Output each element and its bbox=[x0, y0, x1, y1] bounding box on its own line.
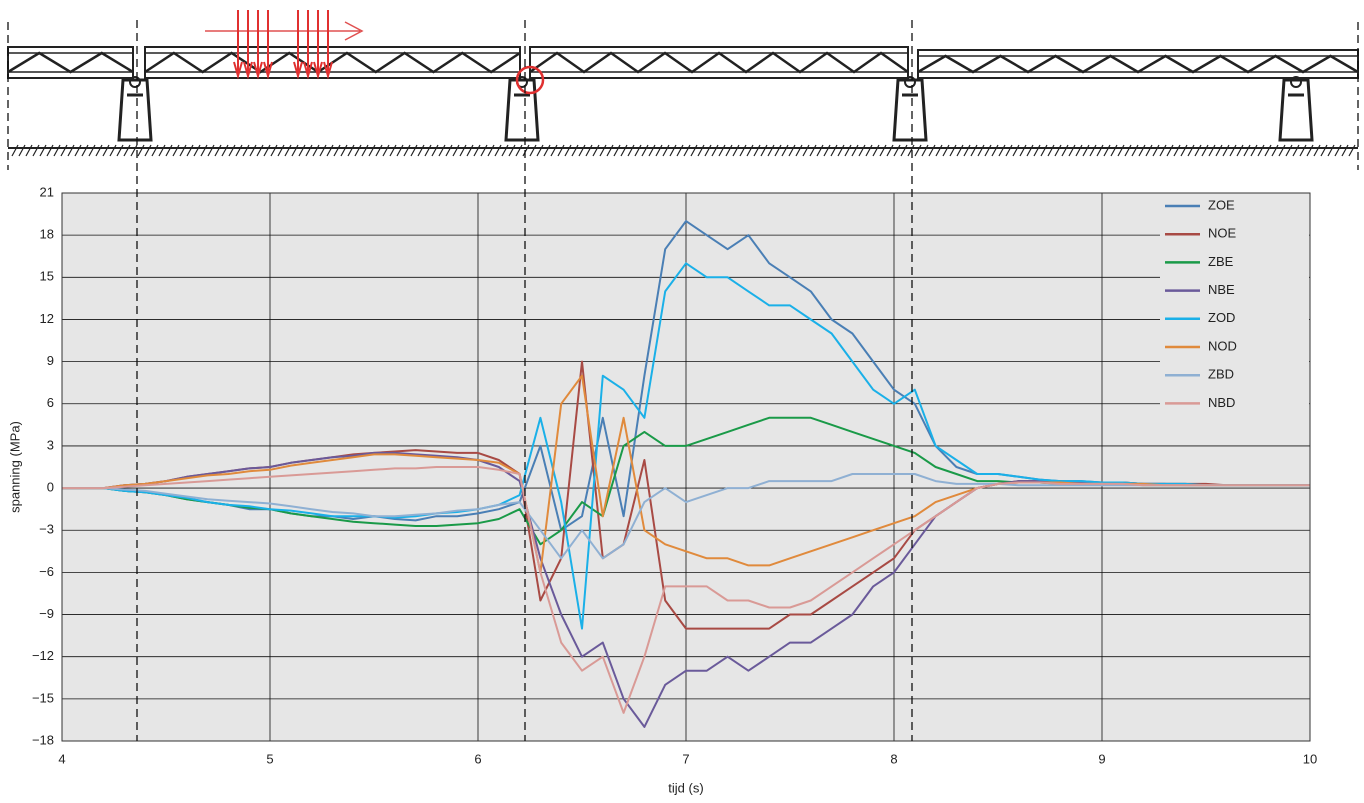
y-tick-label: −18 bbox=[32, 732, 54, 747]
legend-label: ZOD bbox=[1208, 310, 1235, 325]
y-tick-label: 9 bbox=[47, 353, 54, 368]
load-arrow bbox=[323, 10, 333, 80]
truss-chord bbox=[529, 46, 909, 79]
y-tick-label: −3 bbox=[39, 522, 54, 537]
y-tick-label: 12 bbox=[40, 311, 54, 326]
plot-border bbox=[61, 192, 1311, 742]
y-tick-label: 15 bbox=[40, 269, 54, 284]
x-tick-label: 9 bbox=[1098, 751, 1105, 766]
ground-hatch bbox=[11, 144, 1356, 157]
y-tick-label: 18 bbox=[40, 227, 54, 242]
x-tick-label: 10 bbox=[1303, 751, 1317, 766]
load-arrow bbox=[303, 10, 313, 80]
load-arrow bbox=[263, 10, 273, 80]
legend-label: NBD bbox=[1208, 395, 1235, 410]
legend-label: ZBD bbox=[1208, 367, 1234, 382]
legend-label: NOD bbox=[1208, 338, 1237, 353]
x-tick-label: 4 bbox=[58, 751, 65, 766]
lines bbox=[62, 220, 1310, 728]
load-arrow bbox=[233, 10, 243, 80]
series-line bbox=[62, 473, 1310, 560]
truss-chord bbox=[144, 46, 521, 79]
series-line bbox=[62, 262, 1310, 630]
highlight bbox=[515, 65, 545, 95]
y-tick-label: −6 bbox=[39, 564, 54, 579]
pier bbox=[117, 78, 153, 142]
load-arrow bbox=[205, 21, 364, 41]
x-tick-label: 5 bbox=[266, 751, 273, 766]
section-markers bbox=[7, 20, 1359, 741]
x-tick-label: 8 bbox=[890, 751, 897, 766]
y-tick-label: 6 bbox=[47, 395, 54, 410]
y-tick-label: 21 bbox=[40, 184, 54, 199]
x-tick-label: 7 bbox=[682, 751, 689, 766]
pier bbox=[892, 78, 928, 142]
pier bbox=[1278, 78, 1314, 142]
legend-label: ZBE bbox=[1208, 254, 1234, 269]
x-axis-title: tijd (s) bbox=[668, 780, 703, 795]
y-axis-title: spanning (MPa) bbox=[7, 421, 22, 513]
y-tick-label: −12 bbox=[32, 648, 54, 663]
bridge-drawing bbox=[7, 10, 1359, 157]
load-arrow bbox=[243, 10, 253, 80]
truss-chord bbox=[917, 49, 1359, 79]
y-tick-label: 0 bbox=[47, 480, 54, 495]
legend: ZOE NOE ZBE NBE ZOD NOD ZBD NBD bbox=[1160, 194, 1309, 418]
truss-web bbox=[7, 51, 134, 74]
legend-label: NOE bbox=[1208, 226, 1237, 241]
y-tick-label: 3 bbox=[47, 437, 54, 452]
load-arrow bbox=[293, 10, 303, 80]
load-arrow bbox=[253, 10, 263, 80]
y-tick-label: −15 bbox=[32, 690, 54, 705]
bearing bbox=[1290, 76, 1302, 88]
truss-web bbox=[917, 54, 1359, 74]
y-tick-label: −9 bbox=[39, 606, 54, 621]
series-line bbox=[62, 466, 1310, 714]
bearing bbox=[129, 76, 141, 88]
legend-label: NBE bbox=[1208, 282, 1235, 297]
load-arrow bbox=[313, 10, 323, 80]
legend-box bbox=[1160, 194, 1309, 418]
bearing bbox=[904, 76, 916, 88]
legend-label: ZOE bbox=[1208, 197, 1235, 212]
truss-web bbox=[529, 51, 909, 74]
x-tick-label: 6 bbox=[474, 751, 481, 766]
